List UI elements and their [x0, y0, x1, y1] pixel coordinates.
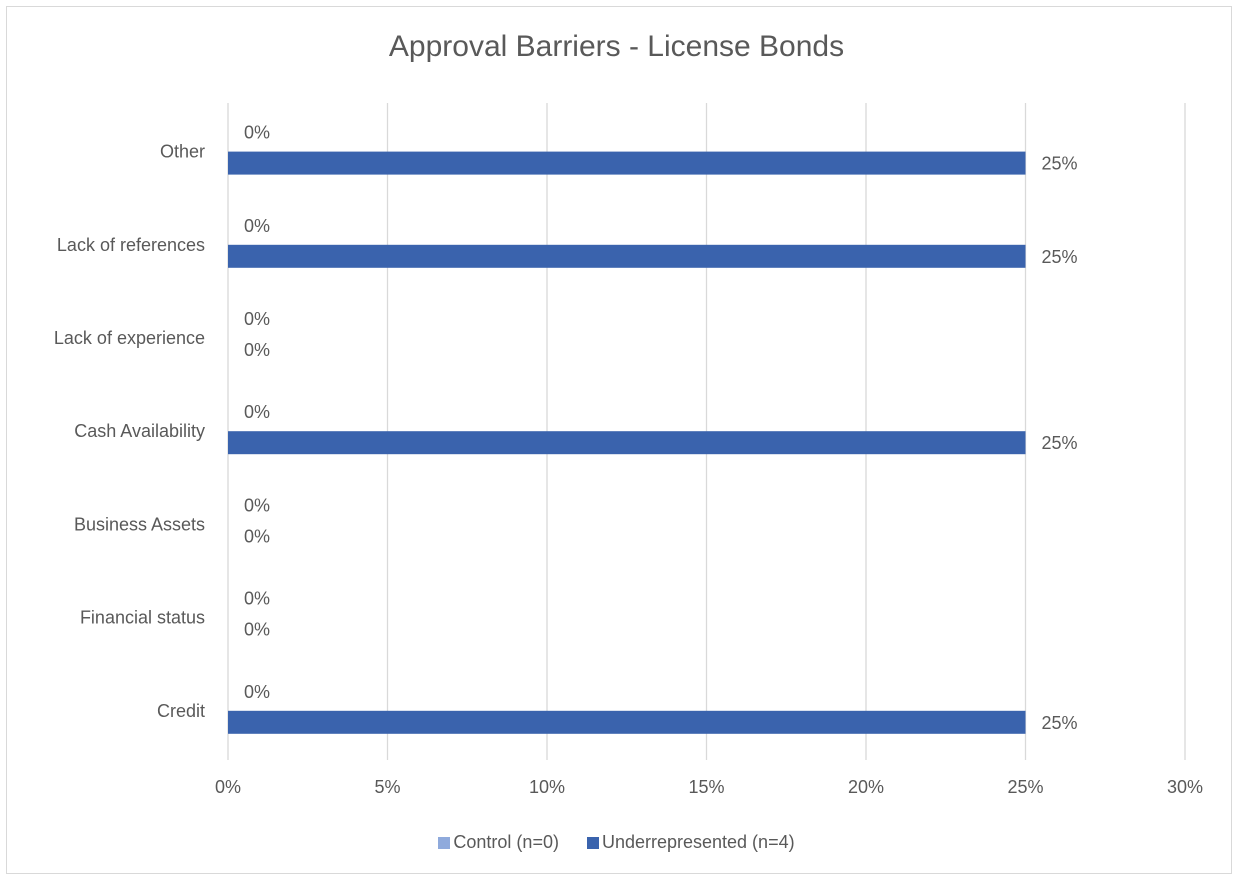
bar-underrepresented	[228, 431, 1026, 455]
legend-label-control: Control (n=0)	[453, 832, 559, 852]
legend-label-underrepresented: Underrepresented (n=4)	[601, 832, 795, 852]
legend-swatch-control	[438, 836, 451, 849]
data-label-control: 0%	[244, 123, 270, 143]
y-category-label: Lack of references	[57, 235, 205, 255]
bar-underrepresented	[228, 151, 1026, 175]
legend-item-underrepresented: Underrepresented (n=4)	[586, 832, 795, 853]
legend-swatch-underrepresented	[586, 836, 599, 849]
bar-underrepresented	[228, 710, 1026, 734]
data-label-underrepresented: 25%	[1042, 154, 1078, 174]
y-category-label: Credit	[157, 701, 205, 721]
data-label-underrepresented: 25%	[1042, 247, 1078, 267]
y-category-label: Cash Availability	[74, 421, 205, 441]
data-label-underrepresented: 25%	[1042, 713, 1078, 733]
data-label-control: 0%	[244, 589, 270, 609]
data-label-underrepresented: 0%	[244, 526, 270, 546]
data-label-underrepresented: 0%	[244, 620, 270, 640]
bar-underrepresented	[228, 244, 1026, 268]
data-label-underrepresented: 25%	[1042, 433, 1078, 453]
legend: Control (n=0) Underrepresented (n=4)	[0, 832, 1233, 853]
x-tick-label: 0%	[215, 777, 241, 797]
y-category-label: Business Assets	[74, 514, 205, 534]
data-label-control: 0%	[244, 309, 270, 329]
y-category-label: Lack of experience	[54, 328, 205, 348]
legend-item-control: Control (n=0)	[438, 832, 559, 853]
y-category-label: Other	[160, 142, 205, 162]
y-category-label: Financial status	[80, 608, 205, 628]
data-label-control: 0%	[244, 682, 270, 702]
x-tick-label: 15%	[688, 777, 724, 797]
x-tick-label: 30%	[1167, 777, 1203, 797]
data-label-underrepresented: 0%	[244, 340, 270, 360]
data-label-control: 0%	[244, 216, 270, 236]
x-tick-label: 25%	[1007, 777, 1043, 797]
x-tick-label: 20%	[848, 777, 884, 797]
chart-title: Approval Barriers - License Bonds	[388, 30, 845, 63]
x-tick-label: 10%	[529, 777, 565, 797]
data-label-control: 0%	[244, 402, 270, 422]
x-tick-label: 5%	[374, 777, 400, 797]
data-label-control: 0%	[244, 495, 270, 515]
